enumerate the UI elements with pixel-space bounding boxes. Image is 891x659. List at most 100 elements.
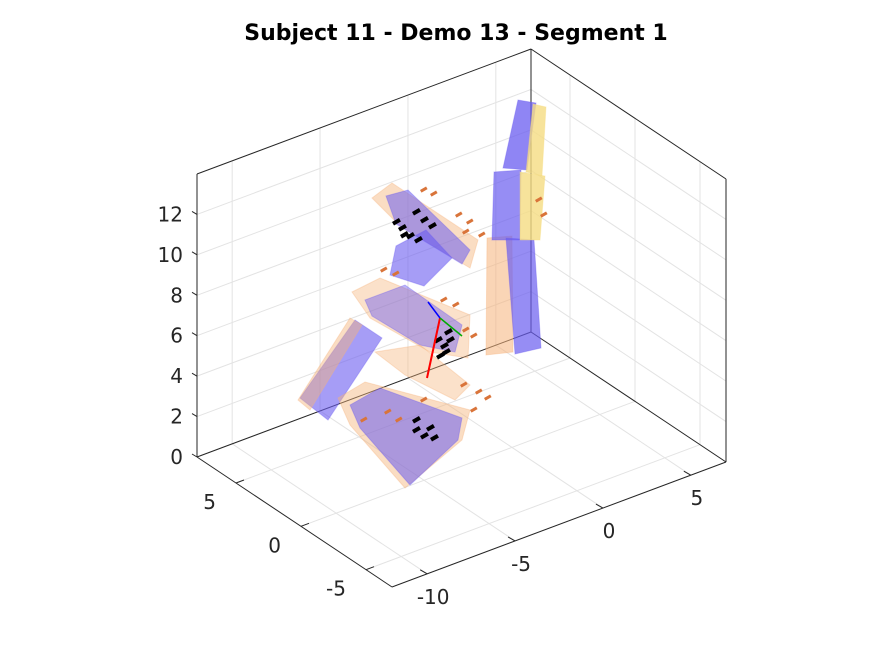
marker-orange [540,211,548,218]
marker-orange [360,416,368,423]
grid-line-z-side [530,89,727,220]
y-tick [365,566,375,571]
z-tick-label: 4 [170,364,183,388]
segment-link-orange [373,344,471,401]
grid-line-z-back [196,169,532,296]
z-tick-label: 2 [170,405,183,429]
z-tick-label: 10 [158,243,183,267]
x-tick-label: 0 [603,519,616,543]
grid-line-y-floor [365,444,701,571]
z-tick [191,372,198,377]
grid-line-z-side [530,291,727,422]
marker-orange [455,211,463,218]
marker-orange [470,332,478,339]
marker-black [426,423,435,432]
y-tick-label: -5 [326,577,346,601]
box-edge [196,48,532,175]
z-tick [191,413,198,418]
marker-black [434,335,443,344]
grid-line-z-back [196,210,532,337]
marker-orange [392,270,400,277]
marker-orange [470,406,478,413]
grid-line-z-back [196,88,532,215]
y-tick-label: 0 [268,533,281,557]
marker-orange [440,296,448,303]
marker-orange [462,228,470,235]
marker-orange [380,266,388,273]
frame-axis-blue [427,301,441,319]
limb-upper-yellow [519,171,546,241]
marker-black [411,425,421,434]
marker-orange [462,326,470,333]
grid-line-x-floor [495,344,692,476]
marker-black [428,222,437,230]
box-edge [530,48,727,180]
marker-black [400,231,409,239]
marker-black [398,224,407,232]
grid-line-y-floor [300,400,636,527]
segment-diagonal-orange [297,317,363,411]
limb-upper-blue [491,169,522,241]
y-axis-line [196,456,393,588]
z-tick [191,453,198,458]
marker-orange [452,301,460,308]
marker-orange [478,231,486,238]
x-tick [507,536,516,542]
axes-box-front [191,174,727,588]
marker-orange [420,396,428,403]
grid-line-z-back [196,129,532,256]
grid-line-z-side [530,169,727,301]
x-tick-label: -5 [511,552,531,576]
segment-diagonal-blue [299,319,383,421]
body-segments [297,99,547,489]
marker-orange [395,416,403,423]
marker-black [440,341,449,350]
marker-orange [466,218,474,225]
grid-line-x-floor [231,443,428,575]
z-tick [191,251,198,256]
marker-orange [384,408,392,415]
z-tick [191,332,198,337]
grid-line-z-back [196,250,532,377]
marker-black [446,335,455,344]
frame-axis-red [426,317,441,379]
limb-top-yellow [525,103,547,177]
y-tick-label: 5 [203,490,216,514]
marker-black [441,347,451,356]
marker-black [406,232,415,240]
marker-orange [535,196,543,203]
grid-line-x-floor [407,377,604,509]
coordinate-frame [426,301,463,379]
z-tick-label: 0 [170,445,183,469]
segment-lower-blue [349,387,463,486]
segment-upper-blue [385,189,471,265]
marker-black [435,351,445,360]
marker-orange [420,186,428,193]
z-tick [191,291,198,296]
y-tick [300,522,310,527]
z-tick [191,210,198,215]
marker-black [412,208,421,216]
x-tick [595,503,604,509]
x-tick-label: -10 [417,585,450,609]
z-tick-label: 12 [158,202,183,226]
z-tick-label: 8 [170,283,183,307]
marker-black [420,216,429,224]
z-tick-label: 6 [170,324,183,348]
marker-orange [475,388,483,395]
marker-black [420,431,429,440]
x-tick [683,470,692,476]
marker-black [411,416,421,424]
chart-title: Subject 11 - Demo 13 - Segment 1 [244,21,667,46]
x-axis-line [391,461,727,588]
marker-black [392,218,401,226]
marker-orange [430,190,438,197]
marker-points [360,186,548,442]
segment-neck-blue [389,229,453,287]
frame-axis-green [439,317,463,337]
marker-orange [460,381,468,388]
marker-black [429,434,439,442]
marker-orange [484,394,492,401]
x-tick-label: 5 [690,486,703,510]
